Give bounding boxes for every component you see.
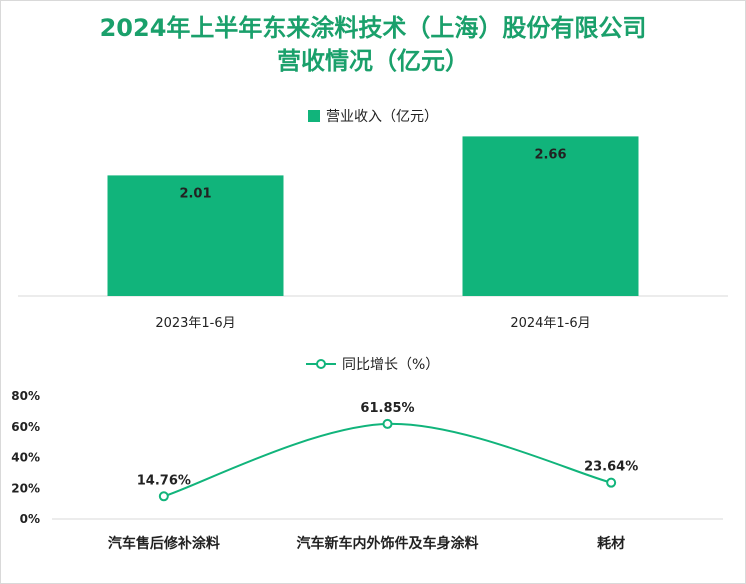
- chart-title-line2: 营收情况（亿元）: [277, 47, 469, 75]
- bar-2: [462, 136, 639, 296]
- line-y-tick-label: 0%: [20, 512, 40, 526]
- bar-legend-label: 营业收入（亿元）: [326, 109, 438, 125]
- line-data-label: 23.64%: [584, 460, 638, 475]
- chart-title: 2024年上半年东来涂料技术（上海）股份有限公司 营收情况（亿元）: [0, 12, 746, 78]
- bar-data-label: 2.66: [534, 147, 566, 162]
- chart-title-line1: 2024年上半年东来涂料技术（上海）股份有限公司: [99, 14, 647, 42]
- line-y-tick-label: 40%: [11, 451, 40, 465]
- line-y-tick-label: 80%: [11, 389, 40, 403]
- line-series-path: [163, 422, 612, 498]
- line-y-tick-label: 20%: [11, 481, 40, 495]
- line-point-1: [158, 491, 169, 502]
- bar-1: [107, 175, 284, 296]
- bar-x-tick-label: 2024年1-6月: [510, 316, 590, 331]
- line-data-label: 14.76%: [137, 473, 191, 488]
- bar-data-label: 2.01: [179, 186, 211, 201]
- line-x-tick-label: 汽车新车内外饰件及车身涂料: [297, 535, 479, 552]
- line-x-tick-label: 耗材: [597, 535, 625, 552]
- line-point-3: [606, 477, 617, 488]
- line-y-tick-label: 60%: [11, 420, 40, 434]
- line-x-tick-label: 汽车售后修补涂料: [108, 535, 220, 552]
- line-legend-label: 同比增长（%）: [342, 357, 439, 373]
- line-point-2: [382, 418, 393, 429]
- line-data-label: 61.85%: [360, 401, 414, 416]
- bar-x-tick-label: 2023年1-6月: [155, 316, 235, 331]
- bar-legend-swatch: [308, 110, 320, 122]
- line-legend-marker: [316, 359, 326, 369]
